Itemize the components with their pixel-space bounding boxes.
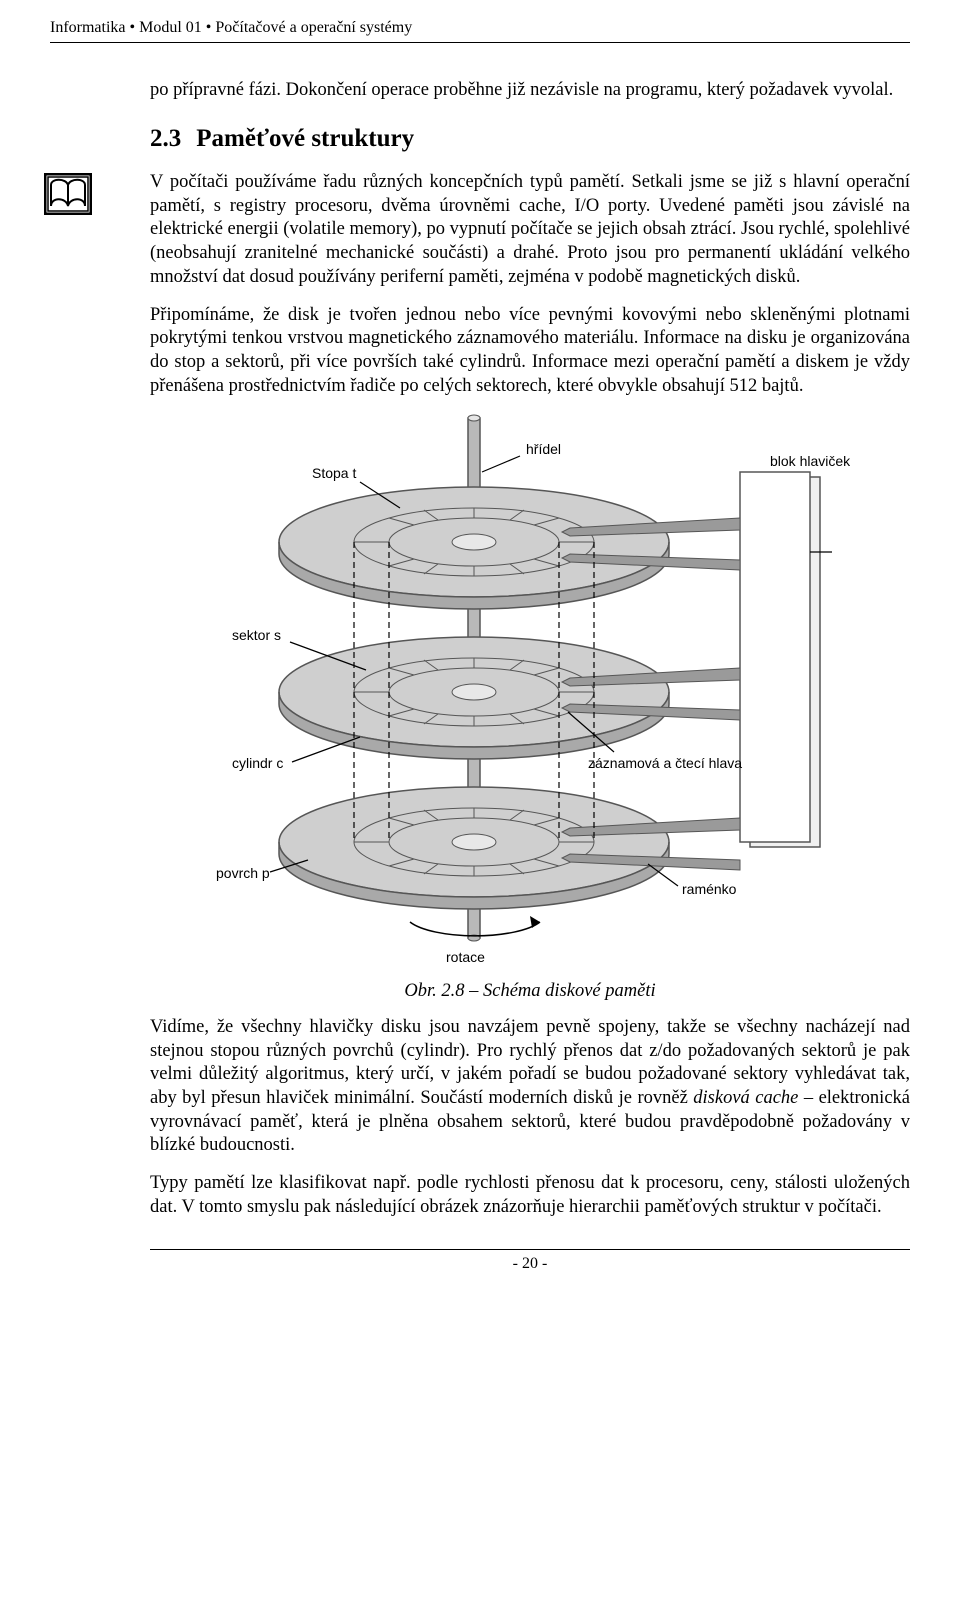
label-rotace: rotace	[446, 949, 485, 965]
label-povrch: povrch p	[216, 865, 270, 881]
body-paragraph-4: Typy pamětí lze klasifikovat např. podle…	[150, 1172, 910, 1219]
label-ramenko: raménko	[682, 881, 737, 897]
page-footer: - 20 -	[150, 1249, 910, 1274]
figure-caption: Obr. 2.8 – Schéma diskové paměti	[150, 980, 910, 1004]
label-blok: blok hlaviček	[770, 453, 850, 469]
p4-italic: disková cache	[693, 1088, 798, 1108]
label-sektor: sektor s	[232, 627, 281, 643]
breadcrumb: Informatika • Modul 01 • Počítačové a op…	[50, 19, 412, 36]
body-paragraph-2: Připomínáme, že disk je tvořen jednou ne…	[150, 304, 910, 399]
section-title: Paměťové struktury	[196, 125, 414, 152]
page-header: Informatika • Modul 01 • Počítačové a op…	[50, 18, 910, 43]
body-paragraph-3: Vidíme, že všechny hlavičky disku jsou n…	[150, 1016, 910, 1158]
disk-schematic-figure: Stopa t hřídel blok hlaviček sektor s cy…	[210, 412, 850, 972]
book-icon	[44, 173, 92, 215]
label-zaznam: záznamová a čtecí hlava	[588, 755, 742, 771]
label-hridel: hřídel	[526, 441, 561, 457]
body-paragraph-1: V počítači používáme řadu různých koncep…	[150, 171, 910, 289]
section-heading: 2.3 Paměťové struktury	[150, 123, 910, 155]
label-cylindr: cylindr c	[232, 755, 283, 771]
page-number: - 20 -	[513, 1255, 548, 1272]
label-stopa: Stopa t	[312, 465, 356, 481]
section-number: 2.3	[150, 123, 190, 155]
intro-paragraph: po přípravné fázi. Dokončení operace pro…	[150, 79, 910, 103]
